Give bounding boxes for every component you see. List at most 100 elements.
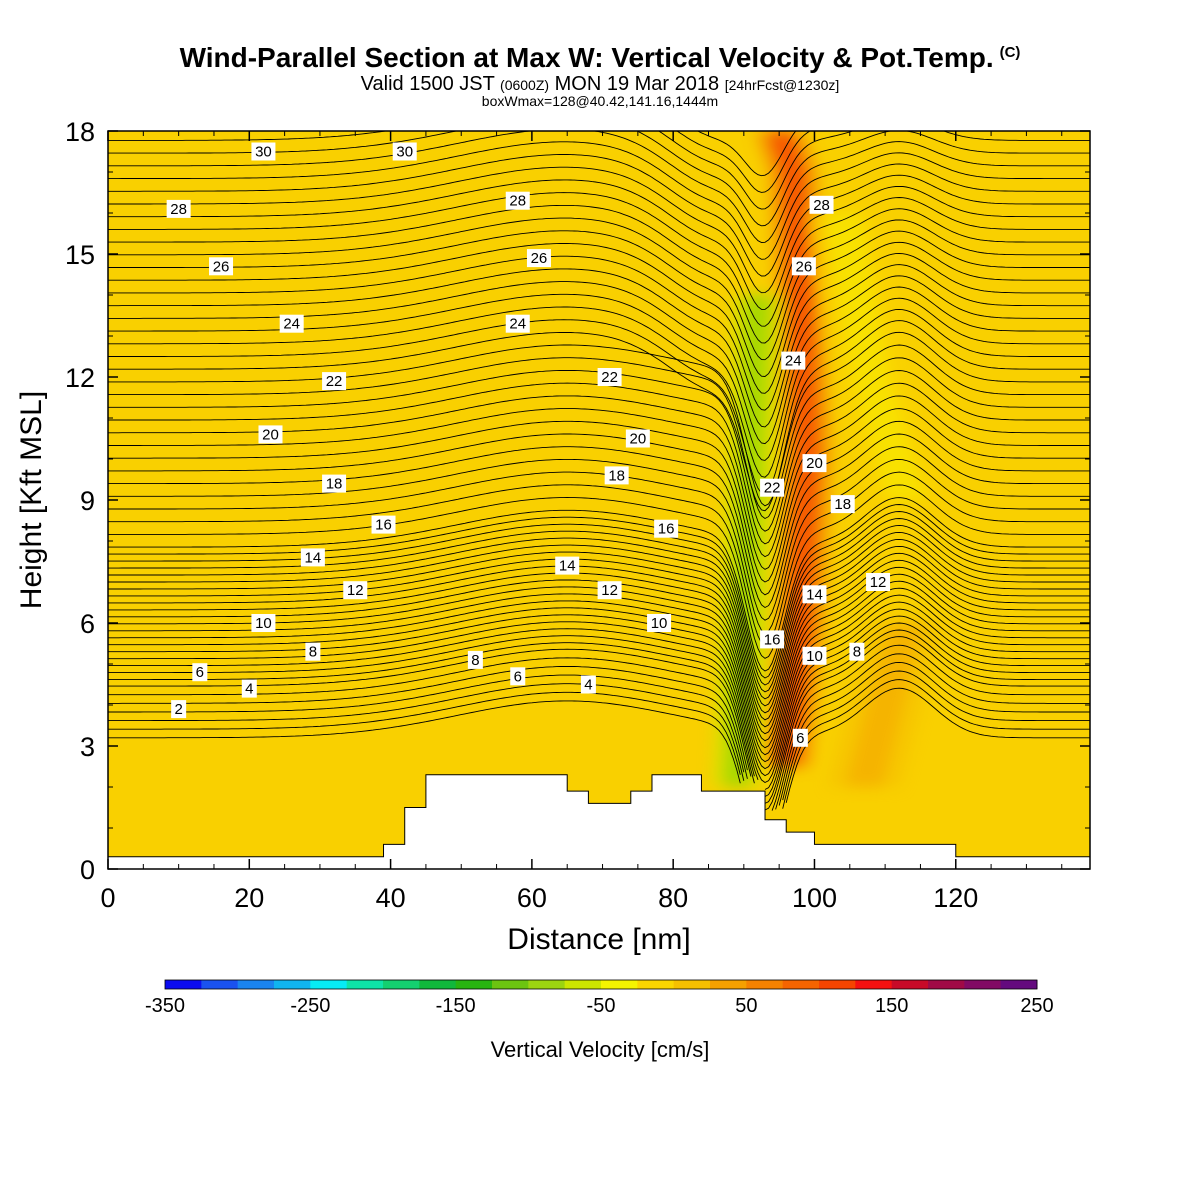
isentrope-label-bg — [597, 581, 622, 600]
velocity-halo-lee-updraft — [827, 623, 944, 787]
isentrope-label-bg — [809, 195, 834, 214]
isentrope-line — [108, 687, 1090, 803]
isentrope-line — [108, 286, 1090, 461]
valid-time: Valid 1500 JST — [360, 73, 495, 95]
isentrope-label-bg — [830, 495, 855, 514]
isentrope-label-bg — [505, 191, 530, 210]
terrain-profile — [108, 774, 1090, 869]
isentrope-line — [108, 601, 1090, 777]
colorbar-swatch — [492, 980, 529, 989]
isentrope-label-bg — [171, 700, 187, 719]
colorbar-swatch — [310, 980, 348, 989]
x-tick-label: 0 — [100, 883, 115, 913]
isentrope-line — [108, 644, 1090, 811]
colorbar-swatch — [455, 980, 493, 989]
chart-subtitle: Valid 1500 JST (0600Z) MON 19 Mar 2018 [… — [0, 73, 1200, 96]
isentrope-label: 4 — [580, 675, 596, 694]
colorbar-swatch — [201, 980, 239, 989]
isentrope-label-bg — [791, 257, 816, 276]
isentrope-line — [108, 446, 1090, 621]
x-tick-label: 80 — [658, 883, 688, 913]
isentrope-label: 18 — [830, 495, 855, 514]
isentrope-label-text: 2 — [174, 701, 182, 718]
isentrope-label: 24 — [781, 351, 806, 370]
isentrope-label-text: 10 — [255, 615, 272, 632]
isentrope-label-text: 4 — [245, 681, 253, 698]
y-tick-label: 6 — [80, 609, 95, 639]
isentrope-label-text: 4 — [584, 677, 592, 694]
x-tick-label: 100 — [792, 883, 837, 913]
isentrope-label-text: 12 — [347, 582, 364, 599]
copyright-mark: (C) — [999, 44, 1021, 61]
isentrope-label-text: 26 — [796, 258, 813, 275]
isentrope-line — [108, 131, 1090, 210]
isentrope-label: 10 — [802, 646, 827, 665]
isentrope-line — [108, 264, 1090, 428]
isentrope-label-bg — [392, 142, 417, 161]
isentrope-line — [108, 661, 1090, 806]
isentrope-line — [108, 297, 1090, 478]
isentrope-line — [108, 308, 1090, 495]
isentrope-label: 18 — [604, 466, 629, 485]
isentrope-label: 28 — [505, 191, 530, 210]
isentrope-line — [108, 420, 1090, 596]
isentrope-label-text: 8 — [471, 652, 479, 669]
isentrope-label-bg — [849, 642, 865, 661]
isentrope-label: 16 — [371, 515, 396, 534]
isentrope-label-bg — [792, 728, 808, 747]
isentrope-label-text: 22 — [764, 480, 781, 497]
y-tick-label: 3 — [80, 732, 95, 762]
isentrope-label: 16 — [654, 519, 679, 538]
isentrope-line — [108, 524, 1090, 700]
velocity-fields — [711, 131, 944, 787]
isentrope-label: 8 — [849, 642, 865, 661]
isentrope-label-text: 16 — [764, 631, 781, 648]
isentrope-label: 12 — [597, 581, 622, 600]
isentrope-line — [108, 587, 1090, 763]
isentrope-label-text: 14 — [559, 558, 576, 575]
colorbar-title: Vertical Velocity [cm/s] — [491, 1037, 710, 1062]
isentrope-line — [108, 653, 1090, 810]
isentrope-line — [108, 275, 1090, 445]
isentrope-label: 12 — [343, 581, 368, 600]
isentrope-label-text: 6 — [796, 730, 804, 747]
isentrope-label-text: 24 — [509, 316, 526, 333]
isentrope-label: 6 — [792, 728, 808, 747]
isentrope-line — [108, 408, 1090, 583]
isentrope-label-bg — [258, 425, 283, 444]
isentrope-label: 10 — [647, 614, 672, 632]
colorbar-swatch — [964, 980, 1002, 989]
colorbar-swatch — [237, 980, 275, 989]
isentrope-label-text: 26 — [531, 250, 548, 267]
isentrope-label-bg — [209, 257, 234, 276]
isentrope-line — [108, 217, 1090, 361]
isentrope-line — [108, 192, 1090, 327]
y-tick-label: 9 — [80, 486, 95, 516]
isentrope-label-bg — [322, 474, 347, 493]
colorbar-swatch — [673, 980, 711, 989]
colorbar-swatch — [637, 980, 675, 989]
isentrope-label-text: 12 — [601, 582, 618, 599]
y-tick-label: 12 — [65, 363, 95, 393]
isentrope-line — [108, 344, 1090, 520]
isentrope-label-text: 22 — [326, 373, 343, 390]
colorbar-swatch — [891, 980, 929, 989]
isentrope-line — [108, 629, 1090, 804]
colorbar-swatch — [855, 980, 893, 989]
isentrope-line — [108, 511, 1090, 686]
isentrope-label-bg — [802, 646, 827, 665]
isentrope-label-bg — [467, 650, 483, 669]
isentrope-label-bg — [305, 642, 321, 661]
x-axis-label: Distance [nm] — [507, 923, 690, 956]
isentrope-label: 30 — [392, 142, 417, 161]
isentrope-label: 20 — [802, 454, 827, 473]
colorbar-frame — [164, 979, 1038, 990]
chart-title-text: Wind-Parallel Section at Max W: Vertical… — [179, 42, 994, 73]
isentrope-label-bg — [760, 630, 785, 649]
y-tick-label: 0 — [80, 855, 95, 885]
isentrope-label: 24 — [505, 314, 530, 333]
isentrope-label: 20 — [625, 429, 650, 448]
isentrope-label: 26 — [526, 249, 551, 268]
isentrope-line — [108, 458, 1090, 634]
